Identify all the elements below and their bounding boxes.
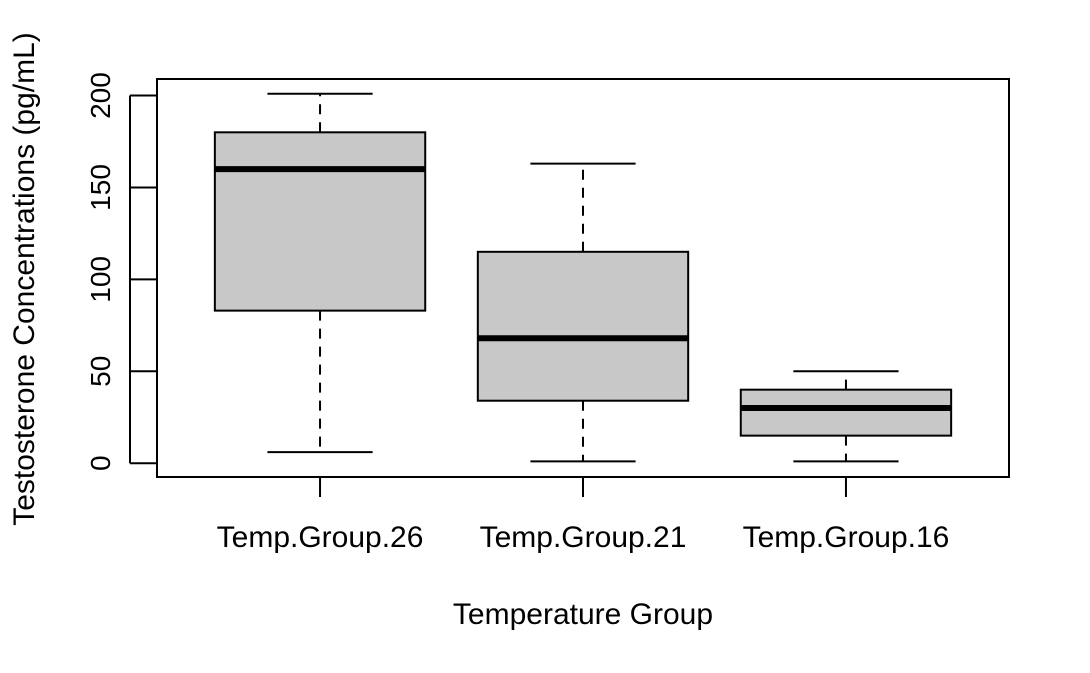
- x-tick-label: Temp.Group.26: [217, 521, 424, 554]
- y-tick-label: 150: [85, 164, 116, 211]
- box-group: [739, 370, 953, 463]
- x-axis: Temp.Group.26 Temp.Group.21 Temp.Group.16: [217, 477, 950, 554]
- box-group: [476, 162, 690, 463]
- boxes-layer: [213, 92, 953, 463]
- iqr-box: [739, 388, 953, 437]
- y-tick-label: 100: [85, 256, 116, 303]
- y-tick-label: 50: [85, 356, 116, 387]
- y-axis: 0 50 100 150 200: [85, 72, 157, 471]
- x-tick-label: Temp.Group.16: [743, 521, 950, 554]
- y-tick-label: 200: [85, 72, 116, 119]
- iqr-box: [213, 131, 427, 312]
- x-axis-title: Temperature Group: [453, 598, 713, 631]
- y-tick-label: 0: [85, 455, 116, 471]
- iqr-box: [476, 250, 690, 402]
- box-group: [213, 92, 427, 454]
- y-axis-title: Testosterone Concentrations (pg/mL): [8, 32, 41, 526]
- x-tick-label: Temp.Group.21: [480, 521, 687, 554]
